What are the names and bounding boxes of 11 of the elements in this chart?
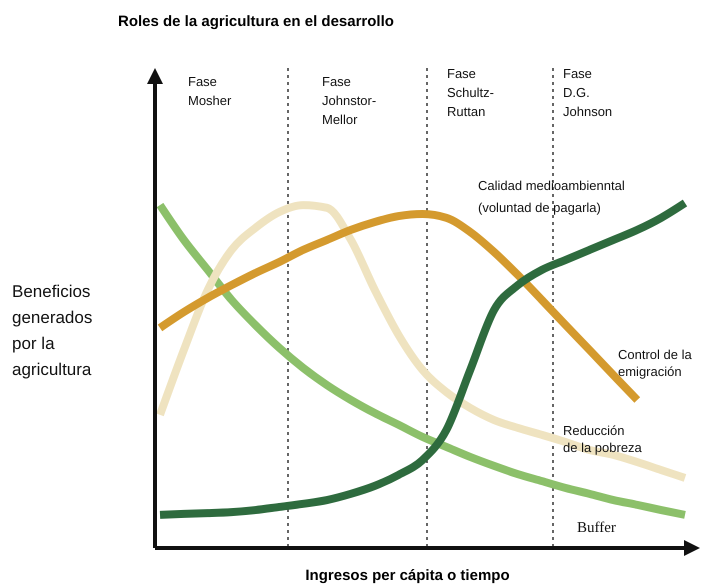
series-label: Reducción de la pobreza xyxy=(563,423,643,455)
chart-title: Roles de la agricultura en el desarrollo xyxy=(118,13,394,30)
series-label: Control de la emigración xyxy=(618,347,692,379)
text: Fase Schultz- Ruttan xyxy=(447,66,494,119)
text: Fase Johnstor- Mellor xyxy=(322,74,376,127)
text: Fase D.G. Johnson xyxy=(563,66,612,119)
x-axis-title: Ingresos per cápita o tiempo xyxy=(305,567,510,584)
text: Fase Mosher xyxy=(188,74,232,108)
series-label: Buffer xyxy=(577,520,616,536)
y-axis-title: Beneficios generados por la agricultura xyxy=(12,282,92,379)
series-label: Calidad medioambienntal (voluntad de pagarla) xyxy=(478,178,625,215)
